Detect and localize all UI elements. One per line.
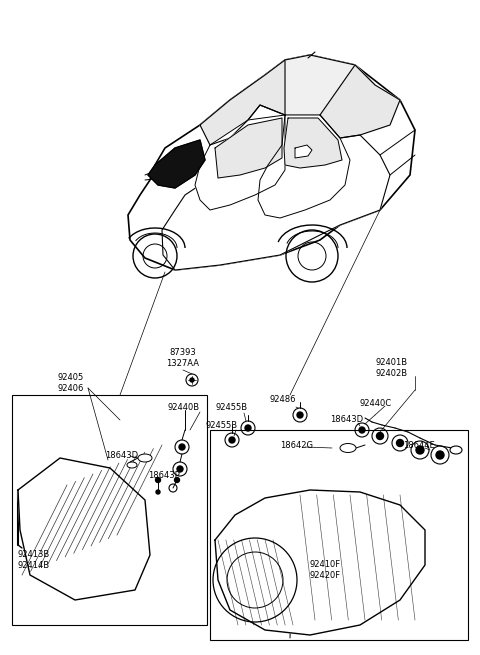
Circle shape: [396, 440, 404, 447]
Polygon shape: [295, 145, 312, 158]
Circle shape: [175, 477, 180, 483]
Polygon shape: [128, 55, 415, 270]
Text: 92401B
92402B: 92401B 92402B: [376, 358, 408, 378]
Text: 18644E: 18644E: [403, 441, 435, 449]
Ellipse shape: [340, 443, 356, 453]
Circle shape: [190, 378, 194, 382]
Polygon shape: [320, 65, 400, 138]
Polygon shape: [248, 55, 375, 115]
Text: 18643D: 18643D: [105, 451, 138, 460]
Circle shape: [359, 427, 365, 433]
Polygon shape: [162, 105, 390, 270]
Ellipse shape: [450, 446, 462, 454]
Polygon shape: [215, 490, 425, 635]
Text: 92440B: 92440B: [167, 403, 199, 411]
Circle shape: [245, 425, 251, 431]
Circle shape: [376, 432, 384, 440]
Circle shape: [156, 477, 160, 483]
Polygon shape: [195, 115, 285, 210]
Text: 92455B: 92455B: [216, 403, 248, 411]
Text: 18642G: 18642G: [280, 441, 313, 449]
Bar: [210, 430, 468, 640]
Bar: [12, 395, 207, 625]
Polygon shape: [148, 140, 205, 188]
Text: 92455B: 92455B: [205, 421, 237, 430]
Text: 92405
92406: 92405 92406: [58, 373, 84, 393]
Ellipse shape: [138, 454, 152, 462]
Circle shape: [156, 490, 160, 494]
Polygon shape: [200, 60, 285, 145]
Ellipse shape: [127, 462, 137, 468]
Text: 18643D: 18643D: [330, 415, 363, 424]
Circle shape: [436, 451, 444, 459]
Text: 92486: 92486: [269, 396, 296, 405]
Text: 18643P: 18643P: [148, 470, 180, 479]
Polygon shape: [258, 115, 350, 218]
Text: 92440C: 92440C: [360, 398, 392, 407]
Text: 92413B
92414B: 92413B 92414B: [18, 550, 50, 570]
Polygon shape: [215, 118, 282, 178]
Circle shape: [179, 444, 185, 450]
Circle shape: [229, 437, 235, 443]
Text: 87393
1327AA: 87393 1327AA: [167, 348, 200, 367]
Circle shape: [297, 412, 303, 418]
Polygon shape: [18, 458, 150, 600]
Circle shape: [416, 446, 424, 454]
Polygon shape: [284, 118, 342, 168]
Circle shape: [177, 466, 183, 472]
Text: 92410F
92420F: 92410F 92420F: [310, 560, 341, 580]
